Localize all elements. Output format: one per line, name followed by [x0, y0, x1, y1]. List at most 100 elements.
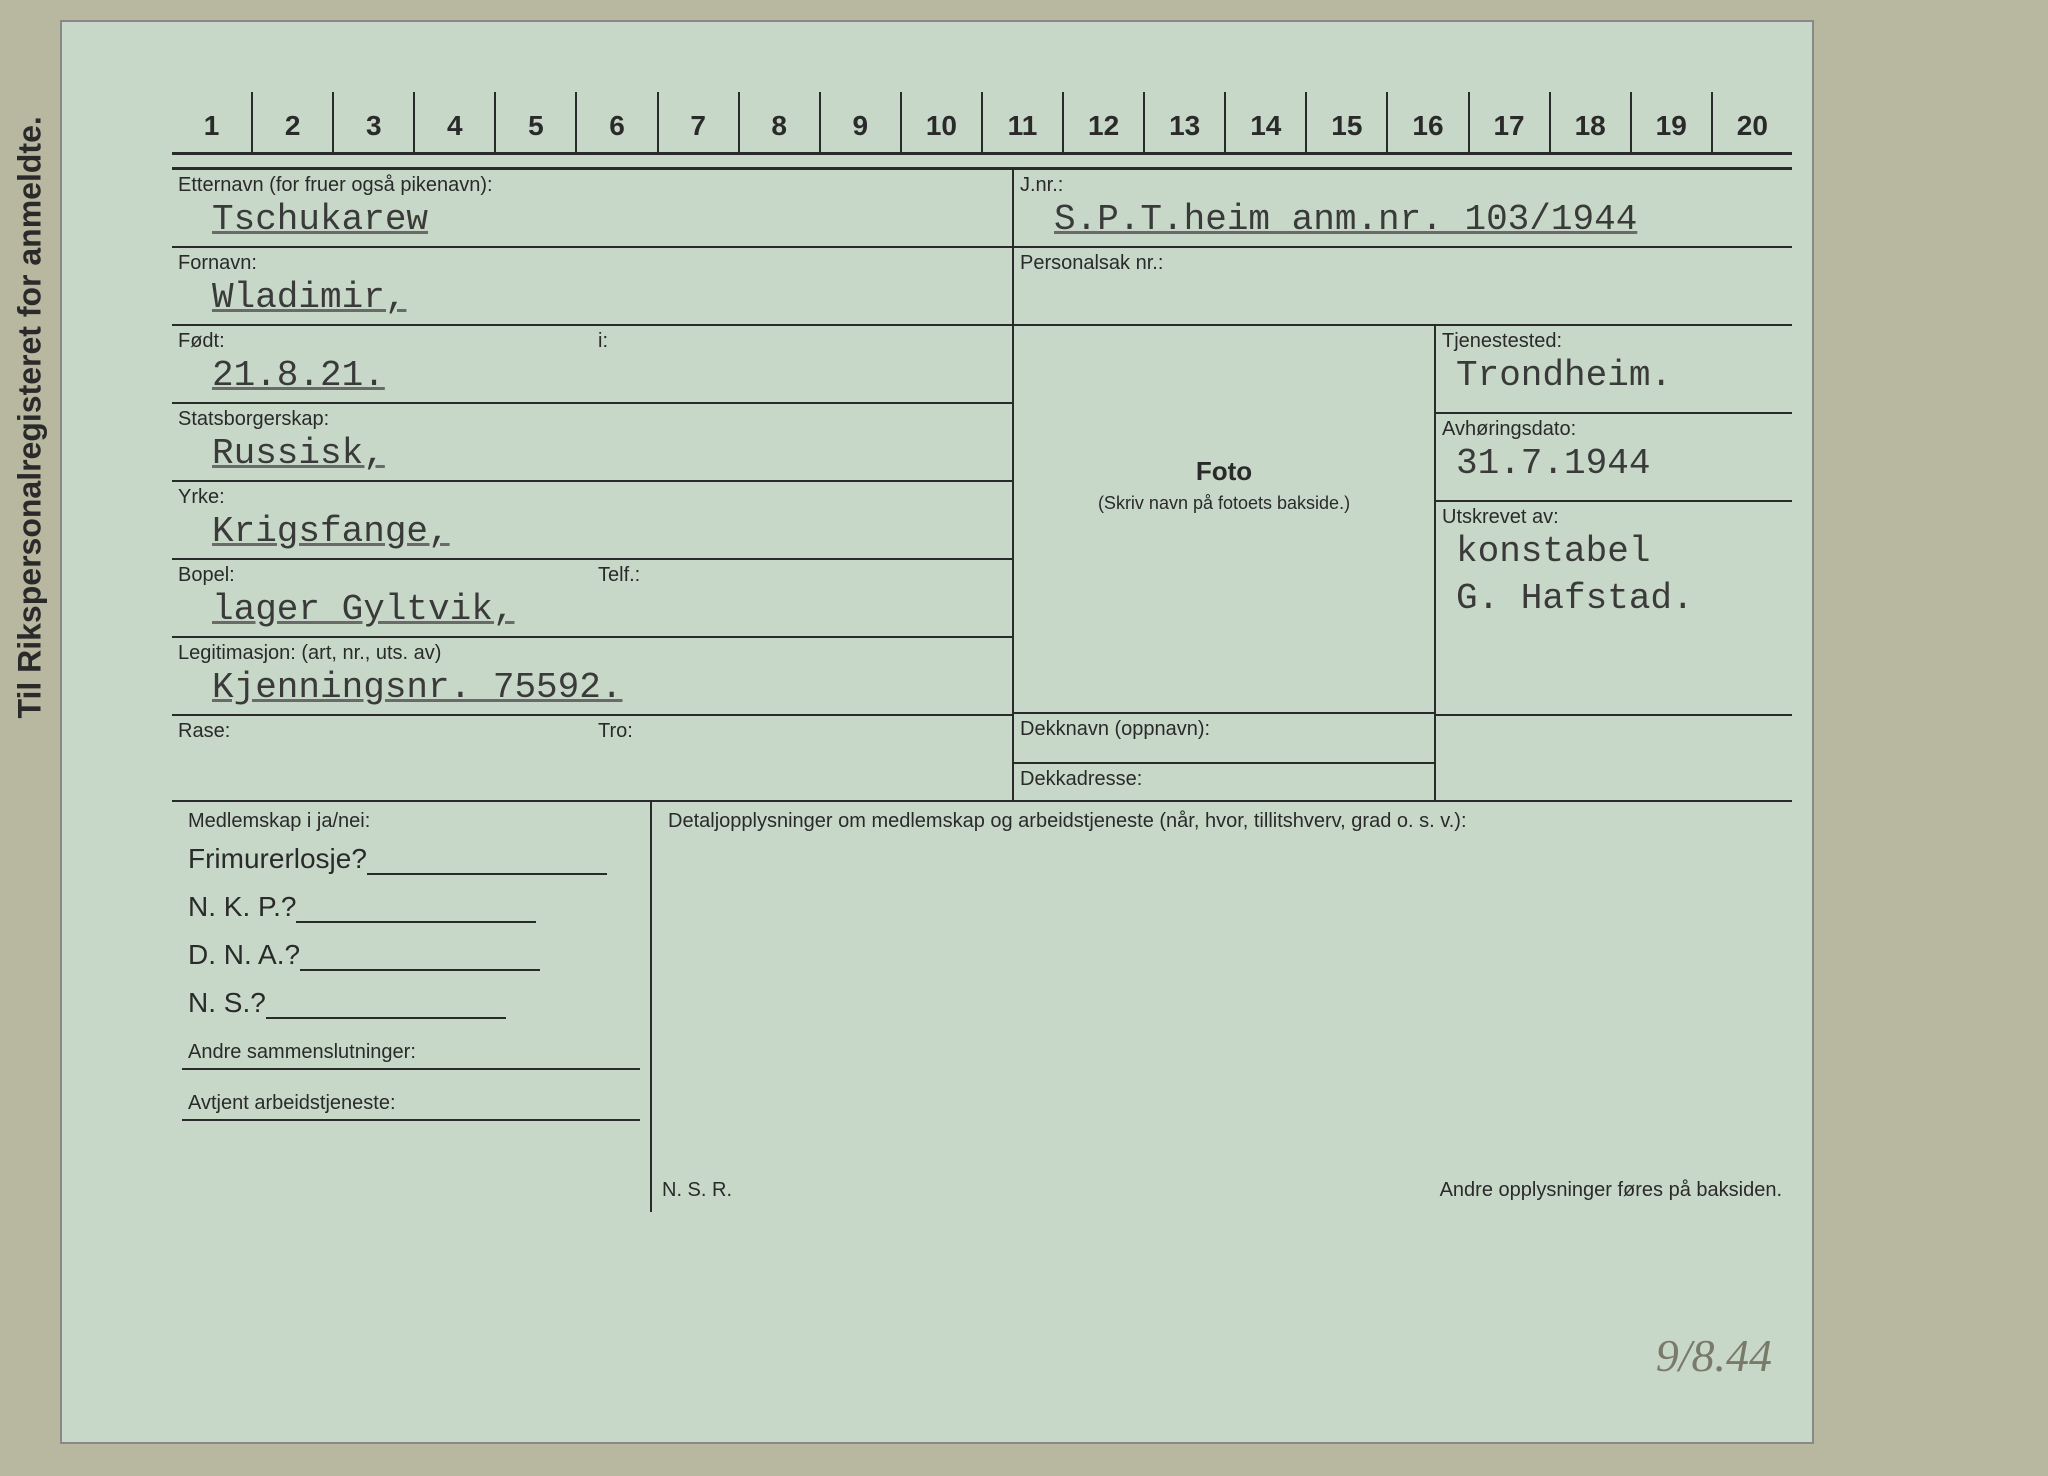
ruler-cell: 18 [1549, 92, 1630, 152]
field-frimurer: Frimurerlosje? [182, 835, 640, 883]
ruler-cell: 1 [172, 92, 251, 152]
registration-card: 1 2 3 4 5 6 7 8 9 10 11 12 13 14 15 16 1… [60, 20, 1814, 1444]
label-personalsak: Personalsak nr.: [1014, 248, 1792, 277]
label-fodt: Født: [172, 326, 592, 355]
ruler-cell: 3 [332, 92, 413, 152]
field-fodt: Født: i: 21.8.21. [172, 326, 1012, 404]
field-statsborgerskap: Statsborgerskap: Russisk, [172, 404, 1012, 482]
ruler-cell: 17 [1468, 92, 1549, 152]
right-spacer [1436, 716, 1792, 802]
value-jnr: S.P.T.heim anm.nr. 103/1944 [1014, 199, 1792, 246]
value-legitimasjon: Kjenningsnr. 75592. [172, 667, 1012, 714]
field-fornavn: Fornavn: Wladimir, [172, 248, 1014, 326]
label-fornavn: Fornavn: [172, 248, 1012, 277]
label-andre-samm: Andre sammenslutninger: [182, 1037, 640, 1066]
label-fodt-i: i: [592, 326, 1012, 355]
ruler: 1 2 3 4 5 6 7 8 9 10 11 12 13 14 15 16 1… [172, 92, 1792, 155]
value-fodt: 21.8.21. [172, 355, 1012, 402]
value-bopel: lager Gyltvik, [172, 589, 1012, 636]
center-column: Foto (Skriv navn på fotoets bakside.) De… [1014, 326, 1436, 802]
ruler-cell: 12 [1062, 92, 1143, 152]
ruler-cell: 20 [1711, 92, 1792, 152]
field-dekknavn: Dekknavn (oppnavn): [1014, 714, 1434, 764]
handwritten-date: 9/8.44 [1656, 1329, 1772, 1382]
label-ns: N. S.? [188, 987, 266, 1018]
field-personalsak: Personalsak nr.: [1014, 248, 1792, 326]
footer-andre-opp: Andre opplysninger føres på baksiden. [1440, 1179, 1782, 1202]
ruler-cell: 7 [657, 92, 738, 152]
field-tjenestested: Tjenestested: Trondheim. [1436, 326, 1792, 414]
ruler-cell: 9 [819, 92, 900, 152]
photo-title: Foto [1014, 456, 1434, 487]
label-jnr: J.nr.: [1014, 170, 1792, 199]
ruler-cell: 6 [575, 92, 656, 152]
field-etternavn: Etternavn (for fruer også pikenavn): Tsc… [172, 170, 1014, 248]
label-legitimasjon: Legitimasjon: (art, nr., uts. av) [172, 638, 1012, 667]
footer-nsr: N. S. R. [662, 1179, 732, 1202]
label-utskrevet: Utskrevet av: [1436, 502, 1792, 531]
label-telf: Telf.: [592, 560, 1012, 589]
ruler-cell: 16 [1386, 92, 1467, 152]
field-yrke: Yrke: Krigsfange, [172, 482, 1012, 560]
value-statsborgerskap: Russisk, [172, 433, 1012, 480]
field-avhoringsdato: Avhøringsdato: 31.7.1944 [1436, 414, 1792, 502]
value-personalsak [1014, 277, 1792, 324]
value-fornavn: Wladimir, [172, 277, 1012, 324]
field-nkp: N. K. P.? [182, 883, 640, 931]
ruler-cell: 14 [1224, 92, 1305, 152]
value-avhoringsdato: 31.7.1944 [1436, 443, 1792, 490]
membership-column: Medlemskap i ja/nei: Frimurerlosje? N. K… [172, 802, 652, 1212]
line [266, 1017, 506, 1019]
main-form: Etternavn (for fruer også pikenavn): Tsc… [172, 167, 1792, 1212]
value-tjenestested: Trondheim. [1436, 355, 1792, 402]
field-ns: N. S.? [182, 979, 640, 1027]
label-rase: Rase: [172, 716, 592, 800]
field-jnr: J.nr.: S.P.T.heim anm.nr. 103/1944 [1014, 170, 1792, 248]
label-dekkadresse: Dekkadresse: [1014, 764, 1434, 793]
ruler-cell: 10 [900, 92, 981, 152]
label-dna: D. N. A.? [188, 939, 300, 970]
ruler-cell: 5 [494, 92, 575, 152]
label-avhoringsdato: Avhøringsdato: [1436, 414, 1792, 443]
ruler-cell: 15 [1305, 92, 1386, 152]
ruler-cell: 4 [413, 92, 494, 152]
right-fields: Tjenestested: Trondheim. Avhøringsdato: … [1436, 326, 1792, 802]
ruler-cell: 13 [1143, 92, 1224, 152]
field-dna: D. N. A.? [182, 931, 640, 979]
field-bopel: Bopel: Telf.: lager Gyltvik, [172, 560, 1012, 638]
line [182, 1117, 640, 1121]
field-rase-tro: Rase: Tro: [172, 716, 1012, 802]
label-dekknavn: Dekknavn (oppnavn): [1014, 714, 1434, 743]
photo-box: Foto (Skriv navn på fotoets bakside.) [1014, 326, 1434, 714]
label-tro: Tro: [592, 716, 1012, 800]
label-frimurer: Frimurerlosje? [188, 843, 367, 874]
label-nkp: N. K. P.? [188, 891, 296, 922]
label-statsborgerskap: Statsborgerskap: [172, 404, 1012, 433]
side-label: Til Rikspersonalregisteret for anmeldte. [12, 116, 49, 718]
label-yrke: Yrke: [172, 482, 1012, 511]
ruler-cell: 8 [738, 92, 819, 152]
value-yrke: Krigsfange, [172, 511, 1012, 558]
details-column: Detaljopplysninger om medlemskap og arbe… [652, 802, 1792, 1212]
label-detalj: Detaljopplysninger om medlemskap og arbe… [662, 806, 1782, 835]
value-utskrevet1: konstabel [1436, 531, 1792, 578]
photo-subtitle: (Skriv navn på fotoets bakside.) [1014, 493, 1434, 514]
label-avtjent: Avtjent arbeidstjeneste: [182, 1088, 640, 1117]
ruler-cell: 11 [981, 92, 1062, 152]
line [367, 873, 607, 875]
field-utskrevet: Utskrevet av: konstabel G. Hafstad. [1436, 502, 1792, 716]
line [296, 921, 536, 923]
label-etternavn: Etternavn (for fruer også pikenavn): [172, 170, 1012, 199]
ruler-cell: 2 [251, 92, 332, 152]
value-etternavn: Tschukarew [172, 199, 1012, 246]
line [300, 969, 540, 971]
label-medlemskap: Medlemskap i ja/nei: [182, 806, 640, 835]
ruler-cell: 19 [1630, 92, 1711, 152]
label-bopel: Bopel: [172, 560, 592, 589]
line [182, 1066, 640, 1070]
value-utskrevet2: G. Hafstad. [1436, 578, 1792, 625]
field-dekkadresse: Dekkadresse: [1014, 764, 1434, 802]
field-legitimasjon: Legitimasjon: (art, nr., uts. av) Kjenni… [172, 638, 1012, 716]
label-tjenestested: Tjenestested: [1436, 326, 1792, 355]
left-fields: Født: i: 21.8.21. Statsborgerskap: Russi… [172, 326, 1014, 802]
